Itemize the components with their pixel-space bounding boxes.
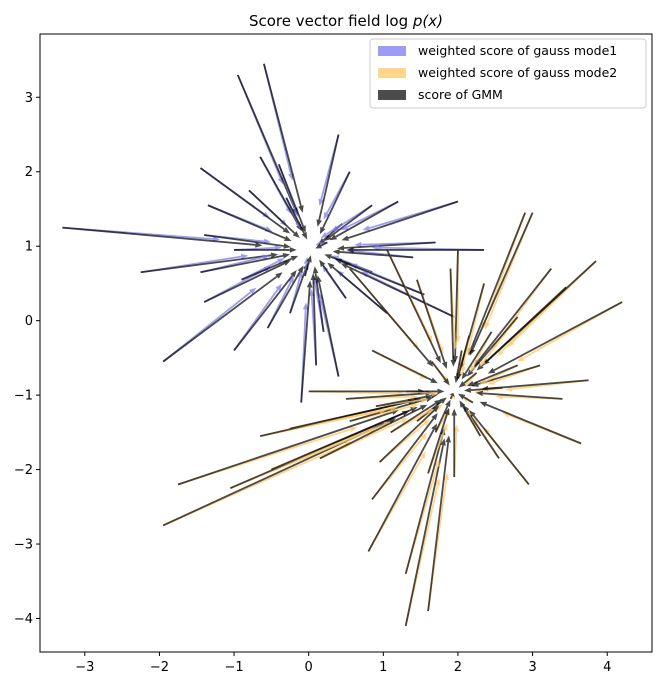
gmm-score-arrow: [199, 167, 291, 234]
legend-swatch-mode2: [378, 68, 406, 78]
gmm-score-arrow: [200, 253, 291, 274]
y-tick-label: 1: [25, 240, 33, 255]
gmm-score-arrow: [162, 272, 283, 363]
gmm-score-arrow: [312, 266, 325, 332]
gmm-score-arrow: [234, 247, 297, 253]
gmm-score-arrow: [405, 388, 445, 395]
x-tick-label: −3: [75, 660, 94, 675]
gmm-score-arrow: [310, 273, 318, 366]
gmm-score-arrow: [319, 171, 351, 235]
gmm-score-arrow: [340, 263, 455, 318]
gmm-score-arrow: [233, 270, 297, 351]
gmm-score-arrow: [466, 364, 519, 387]
x-tick-label: 0: [305, 660, 313, 675]
gmm-score-arrow: [386, 249, 441, 364]
x-tick-label: −2: [150, 660, 169, 675]
gmm-score-arrow: [304, 255, 312, 277]
gmm-score-arrow: [319, 404, 428, 460]
gmm-score-arrow: [487, 301, 623, 374]
gmm-score-arrow: [371, 349, 438, 384]
chart-title-prefix: Score vector field log: [249, 12, 408, 30]
gmm-score-arrow: [463, 386, 503, 393]
arrows-layer: [62, 63, 623, 627]
gmm-score-arrow: [459, 400, 482, 437]
x-tick-label: 2: [454, 660, 462, 675]
plot-frame: [39, 33, 653, 653]
gmm-score-arrow: [316, 134, 340, 227]
gmm-score-arrow: [332, 249, 414, 259]
plot-area: [40, 34, 652, 652]
y-tick-label: 3: [25, 91, 33, 106]
gmm-score-arrow: [334, 258, 425, 296]
gmm-score-arrow: [469, 212, 534, 356]
legend-box: [369, 38, 647, 109]
gmm-score-arrow: [416, 279, 448, 370]
gmm-score-arrow: [466, 316, 519, 377]
gmm-score-arrow: [248, 189, 300, 239]
gmm-score-arrow: [207, 204, 292, 241]
gmm-score-arrow: [263, 63, 304, 213]
y-tick-label: −1: [14, 389, 33, 404]
gmm-score-arrow: [449, 392, 455, 400]
gmm-score-arrow: [461, 331, 493, 380]
y-axis: −4 −3 −2 −1 0 1 2 3: [14, 91, 40, 627]
y-tick-label: −3: [14, 538, 33, 553]
gmm-score-arrow: [316, 275, 340, 377]
gmm-score-arrow: [367, 423, 438, 552]
gmm-score-arrow: [346, 247, 485, 253]
gmm-score-arrow: [451, 408, 458, 478]
x-tick-label: −1: [224, 660, 243, 675]
gmm-score-arrow: [349, 267, 434, 367]
gmm-score-arrow: [479, 401, 582, 445]
gmm-score-arrow: [271, 407, 418, 471]
chart-title-math: p(x): [412, 12, 443, 30]
gmm-score-arrow: [404, 438, 446, 627]
gmm-score-arrow: [371, 412, 438, 500]
chart-title: Score vector field log p(x): [249, 12, 443, 30]
gmm-score-arrow: [469, 410, 530, 486]
gmm-score-arrow: [378, 405, 440, 463]
gmm-score-arrow: [324, 204, 373, 241]
x-tick-label: 4: [603, 660, 611, 675]
gmm-score-arrow: [285, 197, 308, 240]
gmm-score-arrow: [458, 372, 478, 388]
gmm-score-arrow: [300, 280, 313, 403]
gmm-score-arrow: [327, 262, 388, 314]
y-tick-label: −4: [14, 612, 33, 627]
legend-label-mode2: weighted score of gauss mode2: [418, 65, 617, 80]
x-axis: −3 −2 −1 0 1 2 3 4: [75, 652, 611, 675]
gmm-score-arrow: [62, 226, 263, 248]
gmm-score-arrow: [349, 396, 434, 423]
gmm-score-arrow: [241, 255, 299, 281]
gmm-score-arrow: [449, 268, 457, 367]
legend-swatch-gmm: [378, 90, 406, 100]
gmm-score-arrow: [390, 399, 442, 434]
gmm-score-arrow: [329, 200, 399, 241]
gmm-score-arrow: [315, 241, 328, 249]
y-tick-label: 0: [25, 314, 33, 329]
legend: weighted score of gauss mode1 weighted s…: [369, 38, 647, 109]
gmm-score-arrow: [319, 259, 347, 299]
legend-label-gmm: score of GMM: [418, 87, 503, 102]
gmm-score-arrow: [431, 361, 450, 386]
gmm-score-arrow: [427, 435, 451, 612]
gmm-score-arrow: [427, 407, 450, 474]
gmm-score-arrow: [266, 265, 304, 329]
x-tick-label: 3: [528, 660, 536, 675]
gmm-score-arrow: [457, 393, 474, 404]
gmm-score-arrow: [204, 234, 291, 249]
gmm-score-arrow: [341, 200, 459, 241]
gmm-score-arrow: [475, 390, 563, 400]
x-tick-label: 1: [379, 660, 387, 675]
legend-label-mode1: weighted score of gauss mode1: [418, 43, 617, 58]
gmm-score-arrow: [337, 241, 436, 251]
y-tick-label: −2: [14, 463, 33, 478]
legend-swatch-mode1: [378, 46, 406, 56]
gmm-score-arrow: [434, 399, 451, 433]
gmm-score-arrow: [456, 335, 471, 381]
y-tick-label: 2: [25, 165, 33, 180]
gmm-score-arrow: [140, 252, 279, 274]
